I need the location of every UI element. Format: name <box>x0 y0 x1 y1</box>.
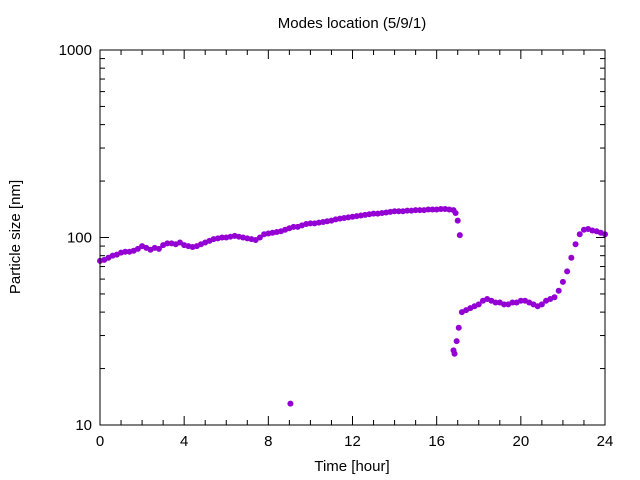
plot-frame <box>99 49 606 426</box>
x-tick-label: 8 <box>264 433 272 450</box>
data-point <box>517 297 524 304</box>
data-point <box>551 294 558 301</box>
x-axis-label: Time [hour] <box>314 458 389 475</box>
data-point <box>155 245 162 252</box>
data-point <box>492 299 499 306</box>
data-point <box>455 324 462 331</box>
data-point <box>429 206 436 213</box>
x-tick-label: 20 <box>512 433 529 450</box>
data-point <box>122 248 129 255</box>
data-point <box>538 301 545 308</box>
data-point <box>404 207 411 214</box>
data-point <box>576 231 583 238</box>
data-point <box>452 210 459 217</box>
x-tick-label: 4 <box>180 433 188 450</box>
data-point <box>572 241 579 248</box>
data-point <box>219 234 226 241</box>
data-point <box>559 278 566 285</box>
data-point <box>568 254 575 261</box>
x-tick-label: 12 <box>344 433 361 450</box>
data-point <box>412 207 419 214</box>
data-point <box>416 207 423 214</box>
data-point <box>287 400 294 407</box>
chart-title: Modes location (5/9/1) <box>278 15 426 32</box>
data-point <box>164 240 171 247</box>
y-tick-label: 1000 <box>59 42 92 59</box>
data-point <box>564 268 571 275</box>
data-point <box>454 217 461 224</box>
x-tick-label: 24 <box>597 433 614 450</box>
x-tick-label: 16 <box>428 433 445 450</box>
data-point <box>456 232 463 239</box>
data-point <box>425 206 432 213</box>
y-tick-label: 100 <box>67 230 92 247</box>
data-point <box>475 301 482 308</box>
data-points <box>97 205 608 407</box>
data-point <box>395 208 402 215</box>
y-tick-label: 10 <box>75 417 92 434</box>
data-point <box>370 210 377 217</box>
x-tick-label: 0 <box>96 433 104 450</box>
data-point <box>437 205 444 212</box>
data-point <box>391 208 398 215</box>
data-point <box>453 338 460 345</box>
y-axis-label: Particle size [nm] <box>7 180 24 294</box>
data-point <box>451 350 458 357</box>
data-point <box>509 299 516 306</box>
data-point <box>256 234 263 241</box>
axis-ticks: 0 4 8 12 16 20 24 10 100 1000 <box>59 42 614 450</box>
data-point <box>307 220 314 227</box>
data-point <box>555 287 562 294</box>
data-point <box>501 301 507 308</box>
data-point <box>290 223 297 230</box>
